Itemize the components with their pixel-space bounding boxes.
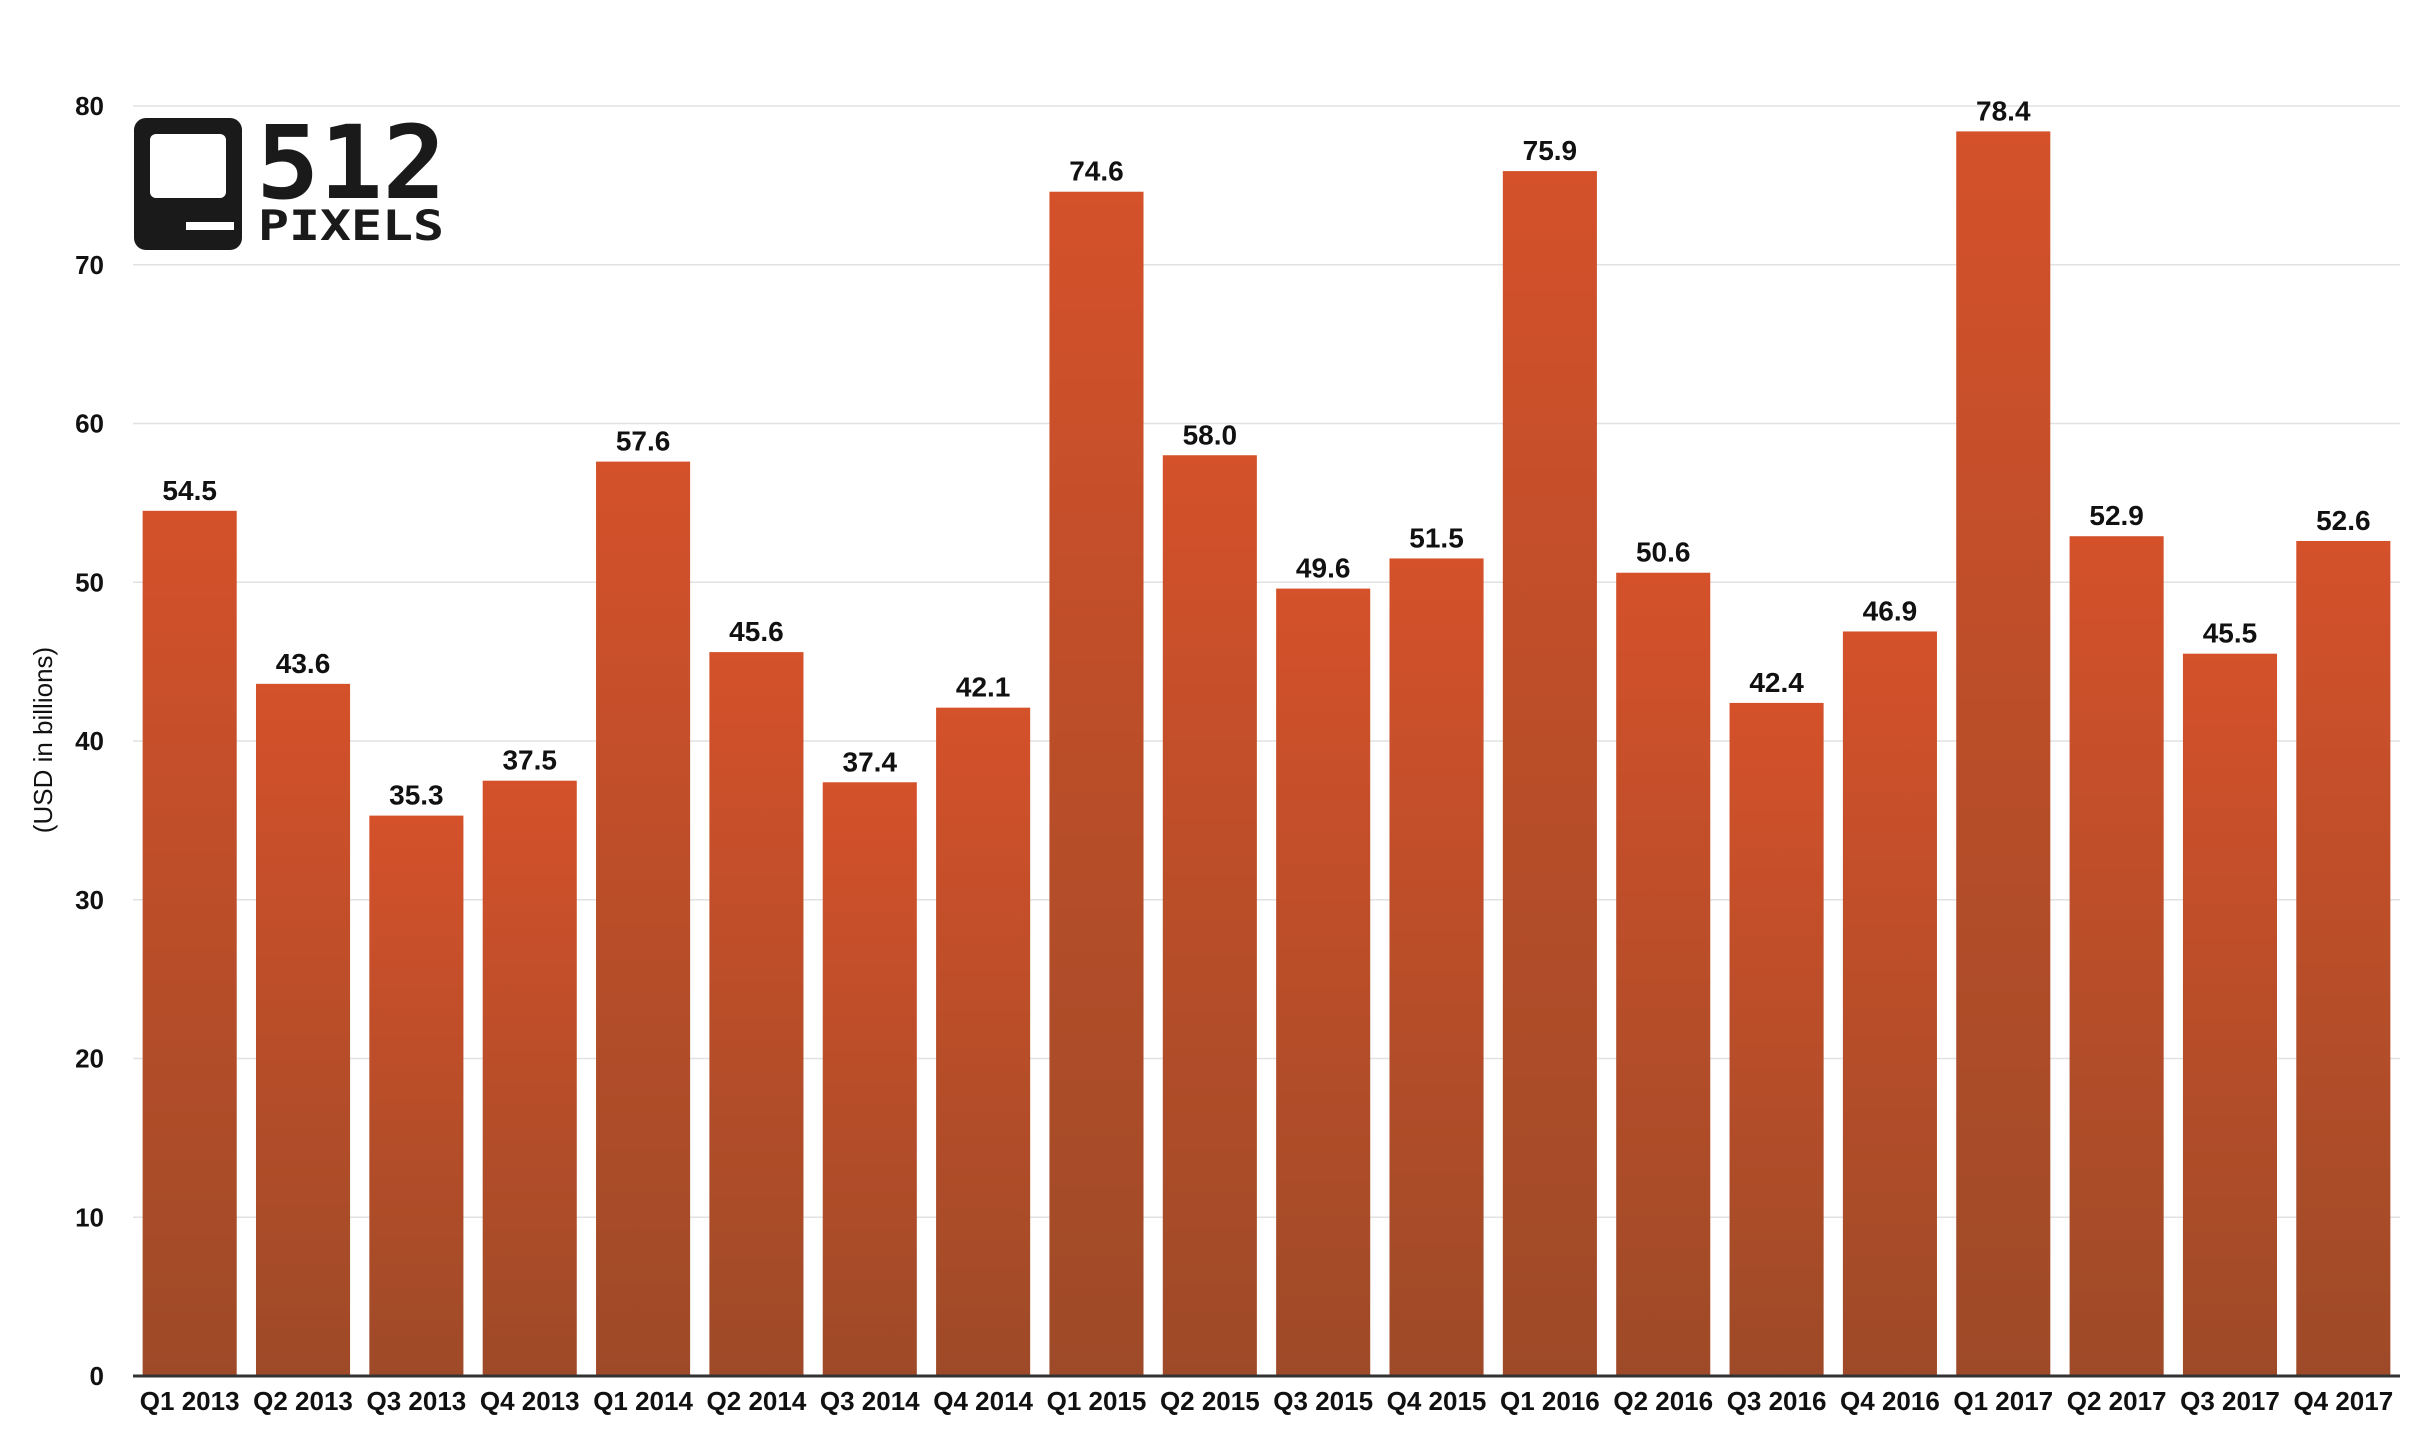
- data-label: 37.5: [502, 745, 557, 776]
- x-tick-label: Q2 2017: [2067, 1386, 2167, 1416]
- bar: [822, 782, 917, 1376]
- y-tick-label: 30: [75, 885, 104, 915]
- bar: [1502, 171, 1597, 1376]
- x-tick-label: Q1 2016: [1500, 1386, 1600, 1416]
- data-label: 35.3: [389, 780, 444, 811]
- y-tick-label: 20: [75, 1044, 104, 1074]
- data-label: 45.5: [2203, 618, 2258, 649]
- x-tick-label: Q2 2015: [1160, 1386, 1260, 1416]
- y-tick-label: 40: [75, 726, 104, 756]
- logo-word: PIXELS: [258, 201, 444, 250]
- x-tick-label: Q3 2013: [367, 1386, 467, 1416]
- bar: [142, 510, 237, 1376]
- y-tick-label: 60: [75, 409, 104, 439]
- x-tick-label: Q1 2015: [1047, 1386, 1147, 1416]
- bar: [1616, 572, 1711, 1376]
- x-tick-label: Q1 2017: [1953, 1386, 2053, 1416]
- y-tick-label: 80: [75, 91, 104, 121]
- x-tick-label: Q1 2013: [140, 1386, 240, 1416]
- data-label: 75.9: [1523, 135, 1578, 166]
- bar: [1842, 631, 1937, 1376]
- logo-512-pixels: 512 PIXELS: [134, 104, 446, 250]
- data-label: 74.6: [1069, 156, 1124, 187]
- bar: [936, 707, 1031, 1376]
- data-label: 50.6: [1636, 537, 1691, 568]
- bar: [1389, 558, 1484, 1376]
- data-label: 42.4: [1749, 667, 1804, 698]
- data-label: 43.6: [276, 648, 331, 679]
- x-tick-label: Q2 2016: [1613, 1386, 1713, 1416]
- data-label: 52.6: [2316, 505, 2371, 536]
- data-label: 45.6: [729, 616, 784, 647]
- bar: [1276, 588, 1371, 1376]
- y-tick-label: 10: [75, 1202, 104, 1232]
- bar: [596, 461, 691, 1377]
- logo-number: 512: [256, 104, 446, 223]
- bar: [1729, 702, 1824, 1376]
- bar: [255, 683, 351, 1376]
- x-axis-ticks: Q1 2013 Q2 2013 Q3 2013 Q4 2013 Q1 2014 Q2 20…: [140, 1386, 2393, 1416]
- x-tick-label: Q1 2014: [593, 1386, 693, 1416]
- bar: [2296, 540, 2391, 1376]
- data-label: 58.0: [1183, 419, 1238, 450]
- data-label: 78.4: [1976, 95, 2031, 126]
- bar: [1956, 131, 2051, 1376]
- bar: [709, 652, 804, 1376]
- x-tick-label: Q4 2017: [2293, 1386, 2393, 1416]
- bar: [369, 815, 464, 1376]
- x-tick-label: Q3 2016: [1727, 1386, 1827, 1416]
- x-tick-label: Q2 2014: [707, 1386, 807, 1416]
- monitor-icon: [134, 118, 242, 250]
- data-label: 46.9: [1863, 595, 1918, 626]
- bar: [1049, 191, 1144, 1377]
- data-label: 37.4: [843, 746, 898, 777]
- data-label: 57.6: [616, 426, 671, 457]
- bars: [133, 131, 2400, 1378]
- x-tick-label: Q2 2013: [253, 1386, 353, 1416]
- y-tick-label: 50: [75, 567, 104, 597]
- x-tick-label: Q4 2015: [1387, 1386, 1487, 1416]
- data-label: 49.6: [1296, 553, 1351, 584]
- x-tick-label: Q3 2015: [1273, 1386, 1373, 1416]
- y-axis-ticks: 0 10 20 30 40 50 60 70 80: [75, 91, 104, 1391]
- data-label: 54.5: [162, 475, 217, 506]
- y-tick-label: 70: [75, 250, 104, 280]
- x-tick-label: Q4 2013: [480, 1386, 580, 1416]
- bar: [482, 780, 577, 1376]
- bar: [2182, 653, 2278, 1376]
- data-label: 51.5: [1409, 522, 1464, 553]
- bar: [2069, 536, 2164, 1376]
- gridlines: [133, 105, 2400, 1218]
- y-tick-label: 0: [90, 1361, 104, 1391]
- x-tick-label: Q4 2014: [933, 1386, 1033, 1416]
- x-tick-label: Q4 2016: [1840, 1386, 1940, 1416]
- data-label: 42.1: [956, 672, 1011, 703]
- bar: [1162, 455, 1257, 1376]
- y-axis-title: (USD in billions): [28, 647, 58, 833]
- x-tick-label: Q3 2014: [820, 1386, 920, 1416]
- x-tick-label: Q3 2017: [2180, 1386, 2280, 1416]
- data-label: 52.9: [2089, 500, 2144, 531]
- value-labels: 54.5 43.6 35.3 37.5 57.6 45.6 37.4 42.1 74.6 58.0…: [162, 95, 2370, 810]
